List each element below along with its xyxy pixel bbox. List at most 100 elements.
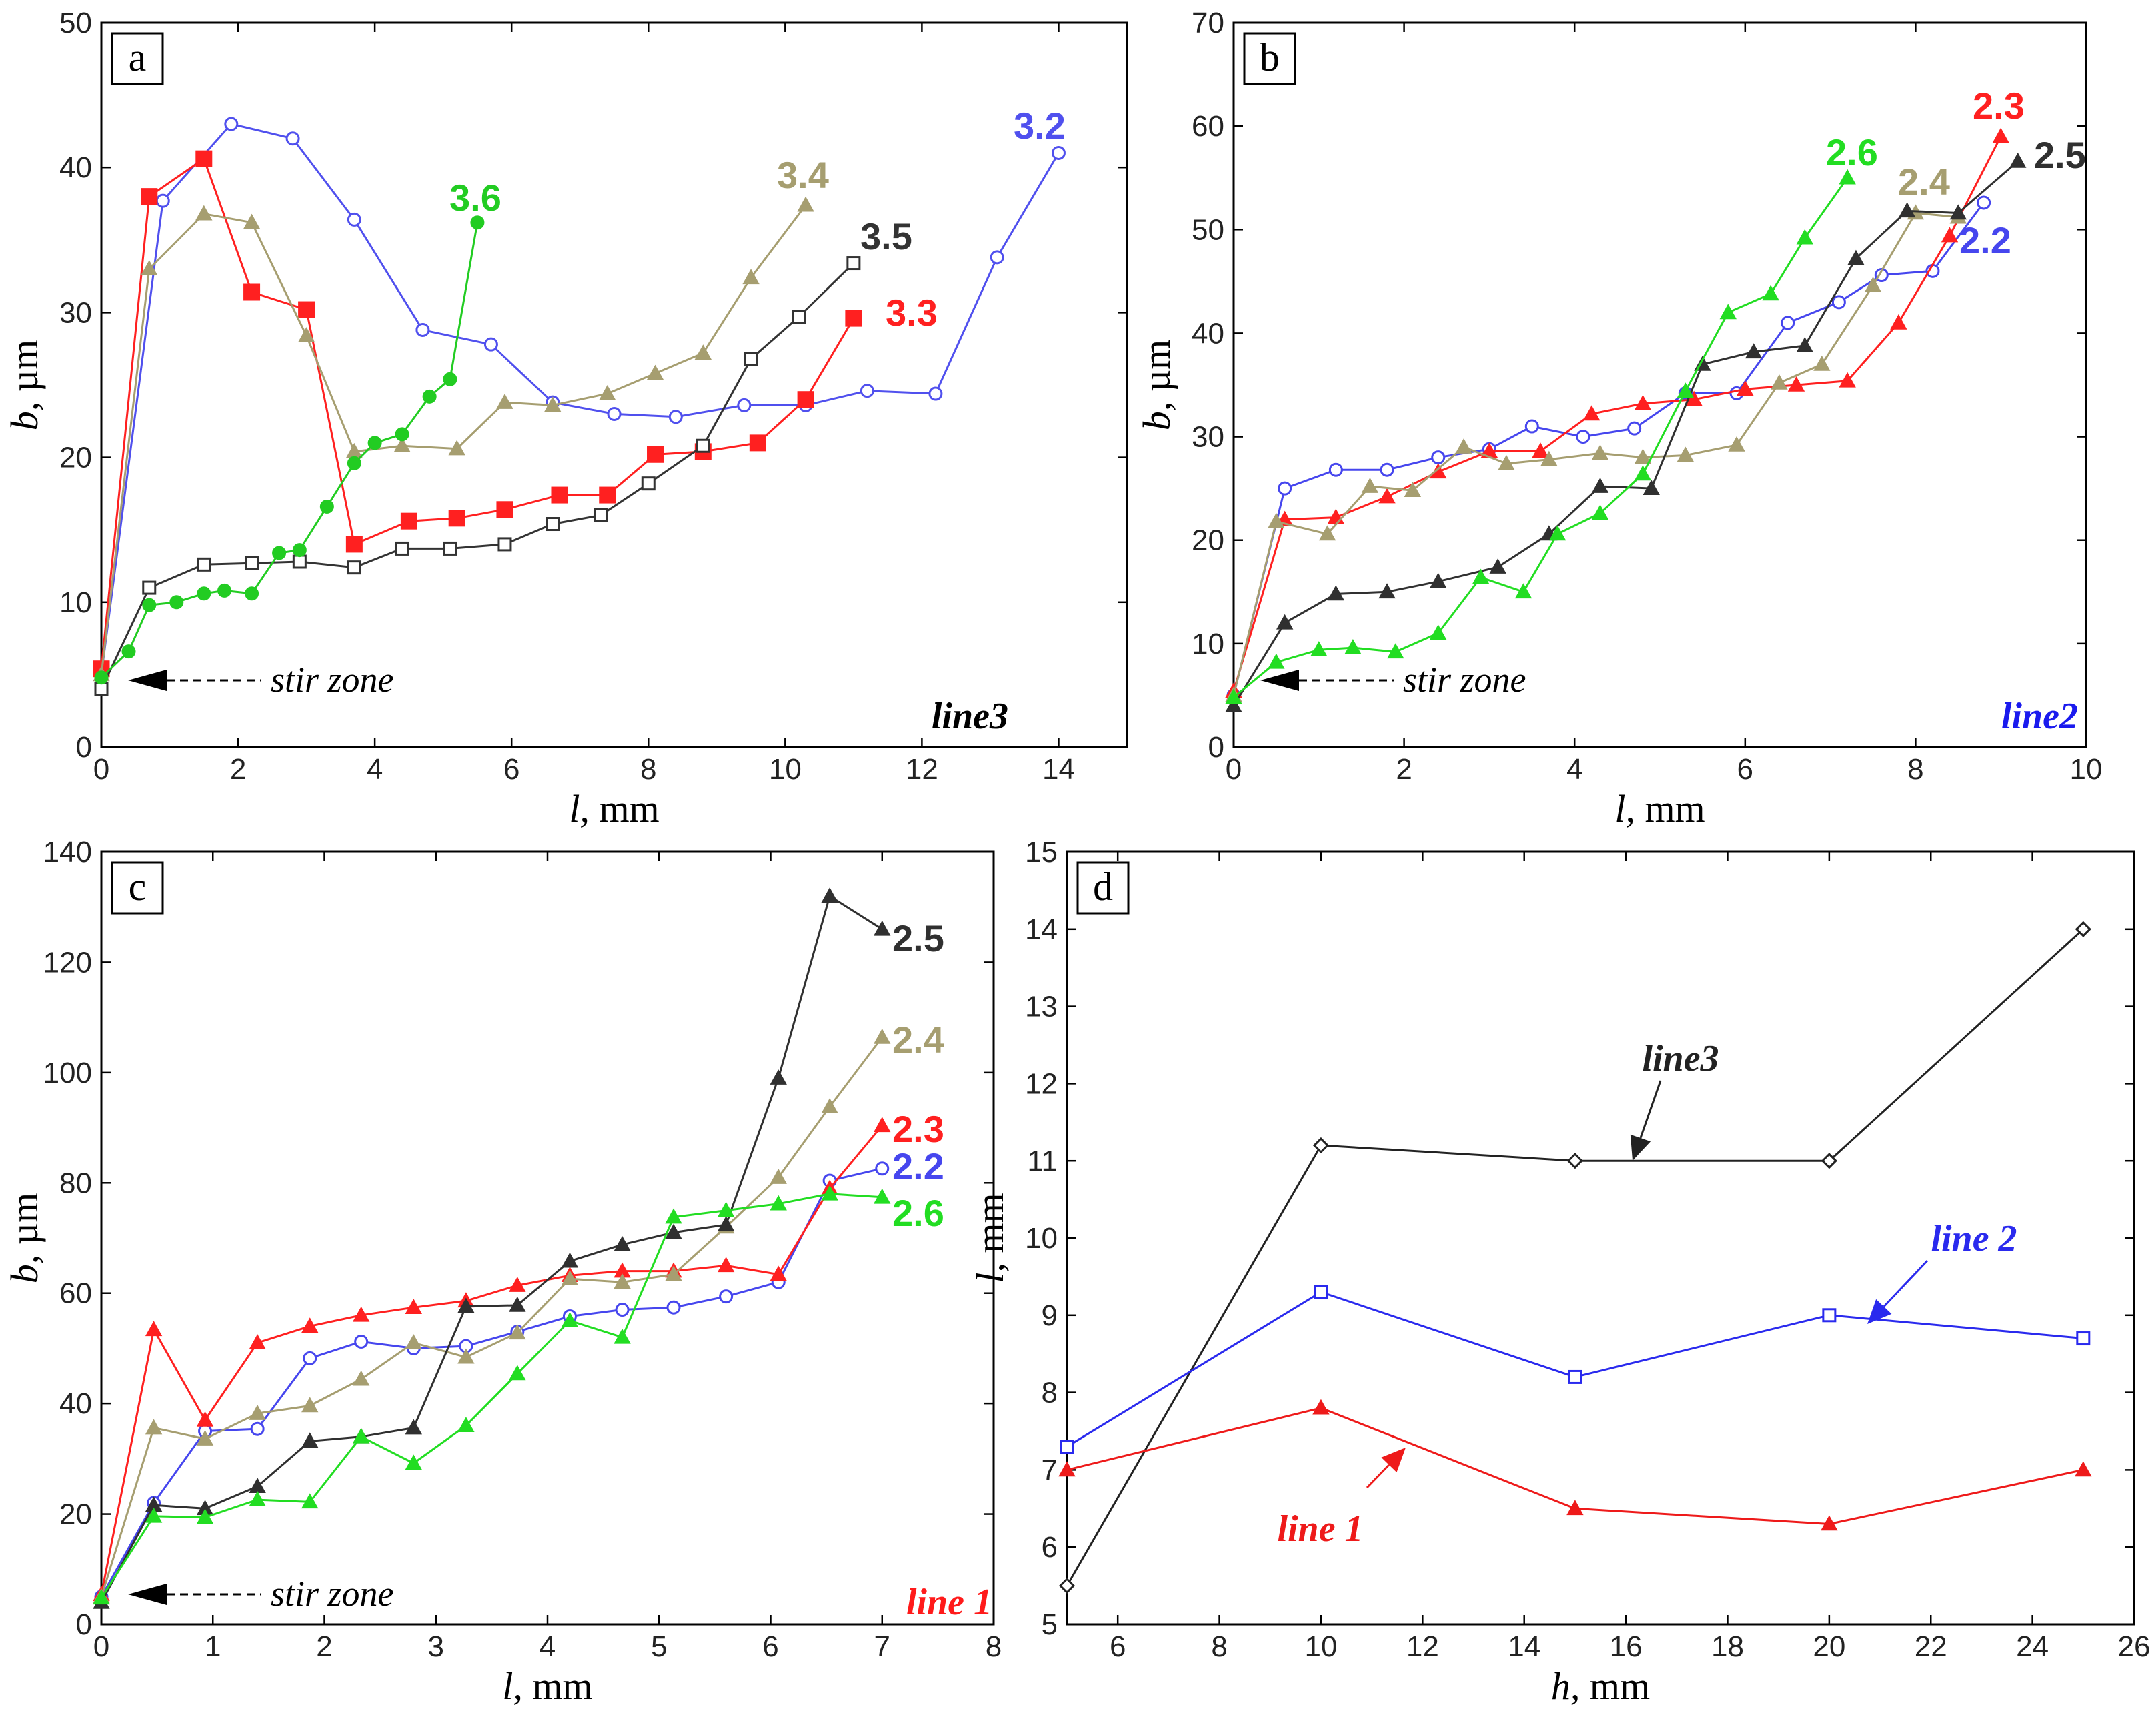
data-point [347,560,361,575]
y-tick-label: 20 [59,442,92,474]
x-tick-label: 7 [874,1630,890,1663]
series-label: 2.4 [1898,161,1950,203]
data-point [2075,921,2091,937]
pointer-arrow-shaft [1883,1259,1929,1307]
series-label: 2.4 [892,1019,944,1061]
y-tick-label: 11 [1027,1145,1058,1177]
y-axis-label: b, µm [3,340,46,431]
data-point [1312,1137,1330,1154]
y-tick-label: 6 [1042,1531,1058,1564]
panel-letter-box [111,861,164,915]
series-line [1232,202,1985,696]
y-tick-label: 13 [1025,991,1058,1023]
y-tick-label: 100 [43,1057,92,1089]
data-point [749,434,766,452]
x-axis-label: l, mm [1614,787,1705,830]
data-point [448,510,465,527]
y-axis-var: b, [3,1255,46,1284]
x-tick-label: 22 [1915,1630,1947,1663]
data-point [1472,568,1490,584]
data-point [874,1188,891,1204]
data-point [1992,127,2009,143]
data-point [1380,462,1394,477]
x-tick-label: 6 [1110,1630,1126,1663]
series-label: 3.4 [777,154,829,196]
data-point [1058,1577,1076,1594]
data-point [1591,477,1609,493]
data-point [301,1317,319,1333]
data-point [874,920,891,936]
data-point [405,1419,422,1435]
data-point [1898,202,1916,218]
pointer-arrow-shaft [1639,1080,1662,1139]
data-point [1762,285,1779,301]
y-tick-label: 10 [1192,628,1224,660]
y-tick-label: 10 [59,586,92,619]
series-label: 3.2 [1014,105,1066,147]
series-2.4 [1225,204,1967,702]
data-point [217,583,232,598]
data-point [1489,558,1506,574]
data-point [599,384,616,400]
stir-zone-arrow-head [128,670,167,691]
data-point [415,322,430,337]
x-tick-label: 5 [651,1630,667,1663]
data-point [1634,448,1652,464]
x-tick-label: 6 [1737,753,1753,786]
x-tick-label: 26 [2118,1630,2151,1663]
data-point [792,310,806,324]
data-point [1941,227,1959,243]
y-tick-label: 40 [1192,317,1224,350]
data-point [770,1265,787,1281]
series-2.4 [93,1028,891,1604]
data-point [405,1334,422,1349]
y-tick-label: 40 [59,1387,92,1420]
x-tick-label: 2 [1396,753,1412,786]
data-point [497,537,512,552]
y-axis-var: b, [1135,402,1178,431]
data-point [1524,419,1539,434]
data-point [243,213,261,229]
data-point [250,1421,265,1436]
data-point [1796,336,1813,352]
data-point [1314,1285,1328,1299]
series-label: 2.5 [892,917,944,959]
x-tick-label: 12 [1406,1630,1439,1663]
y-axis-unit: µm [1135,340,1178,402]
stir-zone-arrow-head [128,1584,167,1605]
data-point [770,1168,787,1184]
data-point [345,536,363,553]
data-point [1566,1500,1584,1516]
data-point [1677,382,1695,398]
data-point [1378,488,1396,504]
data-point [1361,477,1379,493]
data-point [1839,372,1856,388]
data-point [94,682,109,696]
series-line [100,1125,883,1595]
x-tick-label: 24 [2016,1630,2049,1663]
data-point [292,554,307,569]
data-point [2076,1331,2091,1346]
x-tick-label: 8 [986,1630,1002,1663]
series-line [1232,136,2002,692]
data-point [1404,482,1422,498]
y-tick-label: 120 [43,946,92,979]
data-point [354,1335,369,1349]
x-axis-var: l, [1614,787,1635,830]
x-axis-var: l, [569,787,590,830]
data-point [301,1397,319,1413]
stir-zone-label: stir zone [1403,660,1526,700]
data-point [1583,405,1600,421]
panel-letter: a [129,35,147,79]
data-point [142,580,157,595]
data-point [551,486,568,504]
data-point [1781,316,1795,330]
x-tick-label: 2 [316,1630,332,1663]
data-point [1058,1461,1076,1477]
data-point [1591,504,1609,520]
series-label: 3.3 [886,292,938,334]
data-point [1430,624,1447,640]
data-point [292,543,307,558]
data-point [1719,304,1737,320]
data-point [846,256,861,271]
